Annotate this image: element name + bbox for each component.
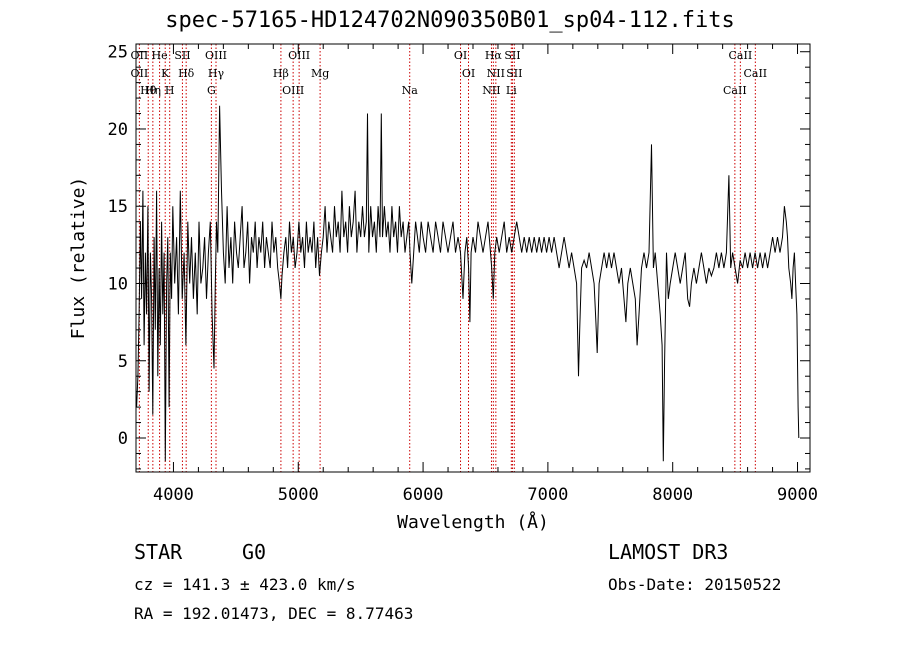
object-class: STAR [134,540,183,564]
line-marker-label: G [207,84,216,97]
line-marker-label: SII [174,49,190,62]
object-subclass: G0 [242,540,267,564]
x-axis-label: Wavelength (Å) [397,511,549,533]
line-marker-label: NII [487,67,505,80]
y-tick-label: 15 [108,197,128,217]
line-marker-label: Na [402,84,419,97]
x-tick-label: 7000 [527,485,568,505]
line-marker-label: H [165,84,175,97]
survey-name: LAMOST DR3 [608,540,729,564]
line-marker-label: Hγ [208,67,225,80]
spectrum-line [136,105,800,462]
y-tick-label: 0 [118,429,128,449]
y-axis-label: Flux (relative) [68,177,89,340]
observation-date: Obs-Date: 20150522 [608,575,782,594]
line-marker-label: CaII [743,67,767,80]
line-marker-label: OII [131,67,149,80]
line-marker-label: OIII [288,49,310,62]
y-tick-label: 10 [108,274,128,294]
line-marker-label: SII [504,49,520,62]
line-marker-label: Hβ [273,67,289,80]
line-marker-label: He [152,49,168,62]
line-marker-label: NII [482,84,500,97]
line-marker-label: OII [131,49,149,62]
y-tick-label: 25 [108,43,128,63]
line-marker-label: Hθ [140,84,157,97]
x-tick-label: 6000 [403,485,444,505]
y-tick-label: 20 [108,120,128,140]
line-marker-label: Li [506,84,517,97]
line-marker-label: OIII [282,84,304,97]
x-tick-label: 4000 [153,485,194,505]
line-marker-label: SII [506,67,522,80]
x-axis-ticks: 4000 5000 6000 7000 8000 9000 [153,44,818,505]
line-marker-label: Hα [485,49,503,62]
y-tick-label: 5 [118,352,128,372]
ra-dec: RA = 192.01473, DEC = 8.77463 [134,604,414,623]
line-marker-label: Hδ [178,67,195,80]
line-marker-label: OI [454,49,467,62]
redshift-cz: cz = 141.3 ± 423.0 km/s [134,575,356,594]
y-axis-ticks: 0 5 10 15 20 25 [108,43,810,470]
line-marker-label: OIII [205,49,227,62]
line-marker-label: K [161,67,170,80]
line-marker-label: Mg [311,67,329,80]
x-tick-label: 5000 [278,485,319,505]
chart-title: spec-57165-HD124702N090350B01_sp04-112.f… [165,8,735,33]
x-tick-label: 8000 [652,485,693,505]
line-marker-label: OI [462,67,475,80]
line-marker-label: CaII [723,84,747,97]
line-marker-label: Hη [145,84,161,97]
x-tick-label: 9000 [777,485,818,505]
line-marker-label: CaII [729,49,753,62]
